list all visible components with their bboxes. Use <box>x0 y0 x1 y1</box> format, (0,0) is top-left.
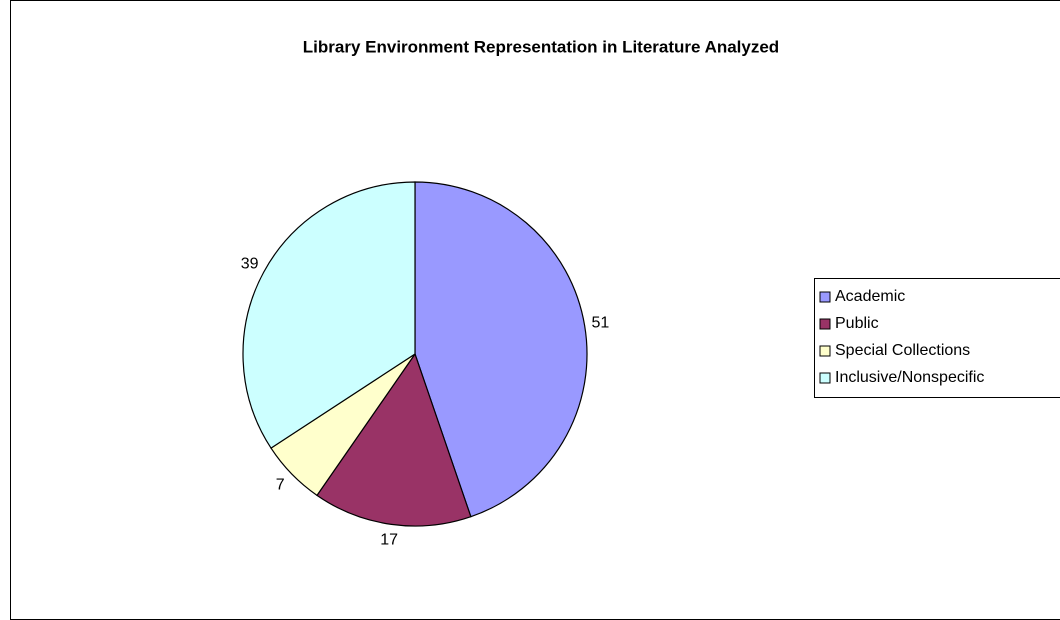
legend-label: Academic <box>835 288 905 305</box>
legend-box <box>814 278 1060 398</box>
legend-label: Special Collections <box>835 342 970 359</box>
legend-swatch <box>819 291 831 303</box>
data-label: 51 <box>592 314 610 331</box>
legend-swatch <box>819 372 831 384</box>
legend-swatch <box>819 345 831 357</box>
data-label: 39 <box>241 256 259 273</box>
legend-swatch <box>819 318 831 330</box>
data-label: 17 <box>380 531 398 548</box>
pie-slice <box>316 352 472 527</box>
data-label: 7 <box>276 476 285 493</box>
legend-label: Public <box>835 315 879 332</box>
legend-label: Inclusive/Nonspecific <box>835 369 984 386</box>
pie-slice <box>414 181 588 518</box>
pie-slice <box>242 181 416 449</box>
chart-title: Library Environment Representation in Li… <box>303 37 779 56</box>
